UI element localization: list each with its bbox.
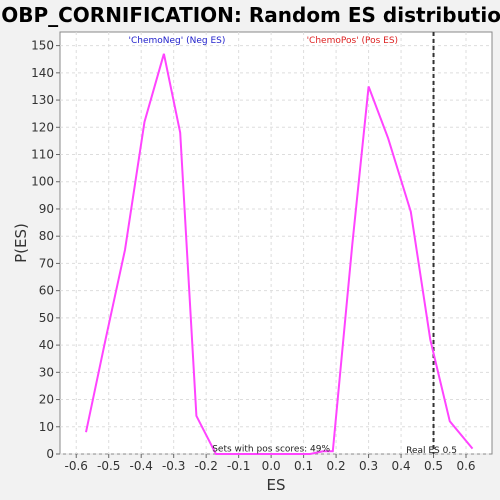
y-tick-label: 140 (31, 66, 54, 80)
x-tick-label: 0.6 (456, 459, 475, 473)
y-tick-label: 30 (39, 365, 54, 379)
x-tick-label: 0.4 (392, 459, 411, 473)
y-tick-label: 10 (39, 420, 54, 434)
grid-lines (60, 32, 492, 455)
y-tick-label: 150 (31, 39, 54, 53)
x-tick-label: 0.1 (294, 459, 313, 473)
y-tick-label: 90 (39, 202, 54, 216)
plot-area (59, 31, 493, 455)
x-tick-label: -0.4 (129, 459, 152, 473)
y-tick-label: 50 (39, 311, 54, 325)
real-es-label: Real ES 0.5 (406, 446, 457, 456)
x-tick-label: -0.1 (227, 459, 250, 473)
series-layer (85, 32, 474, 455)
x-tick-label: -0.6 (65, 459, 88, 473)
annotations: 'ChemoNeg' (Neg ES) 'ChemoPos' (Pos ES) Se… (129, 36, 457, 456)
es-distribution-line (85, 53, 474, 455)
y-tick-label: 20 (39, 393, 54, 407)
x-axis-label: ES (267, 476, 286, 494)
x-tick-label: 0.3 (359, 459, 378, 473)
x-tick-label: 0.0 (262, 459, 281, 473)
axes: 0 10 20 30 40 50 60 70 80 90 100 110 120 130 140 150 -0.… (31, 39, 475, 473)
chart-annotation: 'ChemoPos' (Pos ES) (307, 36, 399, 46)
chart-annotation: Sets with pos scores: 49% (212, 444, 330, 454)
chart-annotation: 'ChemoNeg' (Neg ES) (129, 36, 226, 46)
y-axis-label: P(ES) (12, 223, 30, 263)
y-tick-label: 40 (39, 338, 54, 352)
y-tick-label: 110 (31, 148, 54, 162)
x-tick-label: -0.5 (97, 459, 120, 473)
y-tick-label: 100 (31, 175, 54, 189)
x-tick-label: -0.2 (194, 459, 217, 473)
y-tick-label: 60 (39, 284, 54, 298)
x-tick-label: -0.3 (162, 459, 185, 473)
x-tick-label: 0.2 (327, 459, 346, 473)
x-tick-label: 0.5 (424, 459, 443, 473)
y-tick-label: 70 (39, 256, 54, 270)
y-tick-label: 80 (39, 229, 54, 243)
chart-title: GOBP_CORNIFICATION: Random ES distributi… (0, 3, 500, 27)
y-tick-label: 0 (46, 447, 54, 461)
y-tick-label: 130 (31, 93, 54, 107)
y-tick-label: 120 (31, 120, 54, 134)
